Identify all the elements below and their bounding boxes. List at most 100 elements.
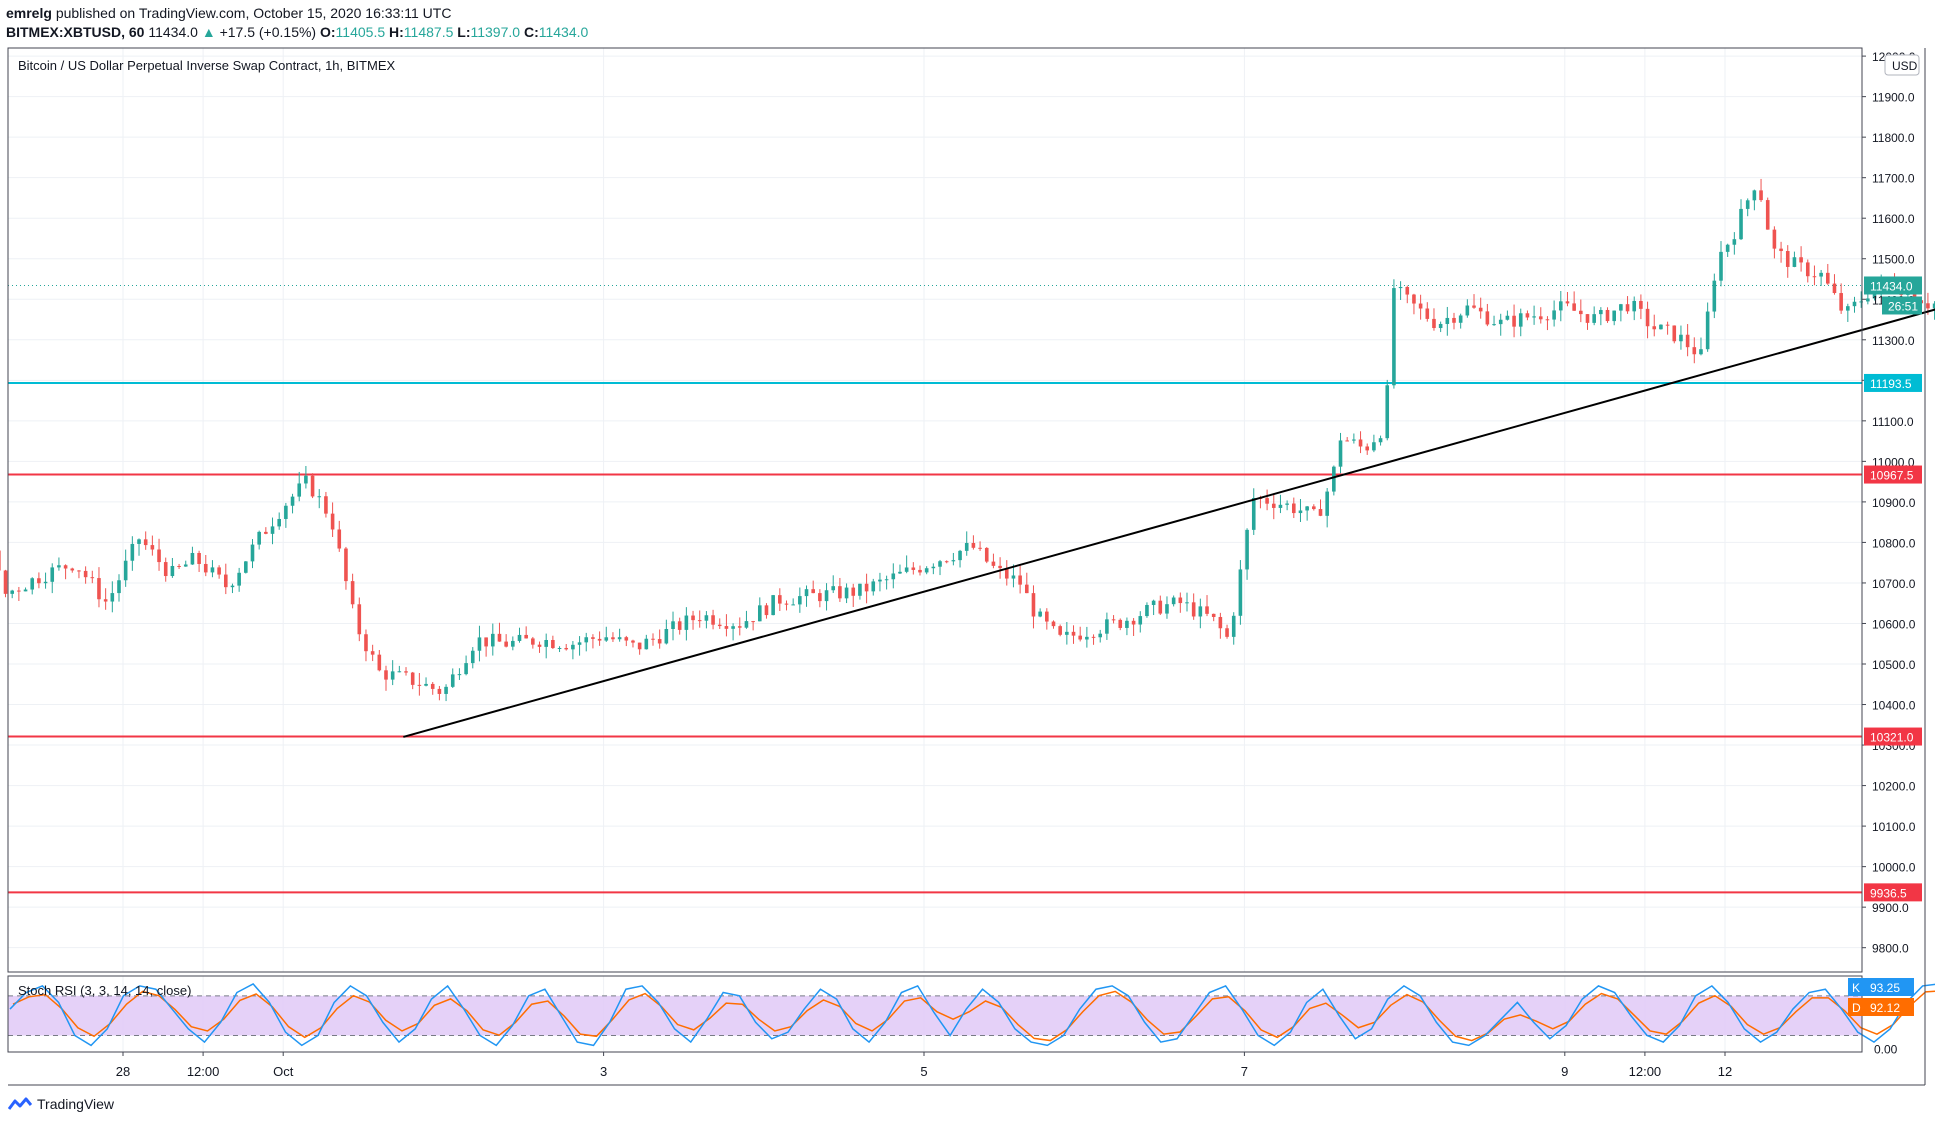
candle-body: [1452, 317, 1456, 323]
close-value: 11434.0: [538, 24, 589, 40]
candle-body: [384, 670, 388, 680]
candle-body: [911, 567, 916, 570]
candle-body: [504, 641, 508, 647]
y-tick-label: 10500.0: [1872, 658, 1916, 672]
candle-body: [1538, 316, 1543, 320]
publisher-username[interactable]: emrelg: [6, 5, 52, 21]
candle-body: [344, 548, 348, 582]
candle-body: [938, 561, 942, 567]
candle-body: [270, 526, 275, 534]
candle-body: [63, 565, 68, 569]
candle-body: [1805, 262, 1810, 277]
candle-body: [437, 688, 442, 694]
y-tick-label: 10400.0: [1872, 699, 1916, 713]
candle-body: [1505, 315, 1510, 320]
y-tick-label: 10900.0: [1872, 496, 1916, 510]
candle-body: [1271, 503, 1276, 508]
open-value: 11405.5: [335, 24, 386, 40]
last-price-tag: 11434.0: [1870, 279, 1913, 293]
candle-body: [1085, 636, 1089, 640]
candle-body: [1298, 510, 1303, 514]
candle-body: [50, 567, 55, 582]
stoch-value-tag: 93.25: [1870, 981, 1900, 995]
candle-body: [1932, 303, 1935, 309]
candle-body: [791, 604, 795, 606]
close-label: C:: [523, 24, 539, 40]
candle-body: [103, 599, 108, 602]
candle-body: [417, 684, 422, 686]
candle-body: [717, 624, 722, 627]
candle-body: [1218, 616, 1223, 629]
candle-body: [818, 593, 822, 602]
candle-body: [1926, 303, 1930, 309]
candle-body: [410, 672, 415, 685]
candle-body: [1465, 305, 1470, 316]
candle-body: [1238, 569, 1243, 616]
candle-body: [90, 577, 95, 579]
candle-body: [1405, 287, 1410, 295]
candle-body: [737, 626, 742, 628]
candle-body: [1438, 323, 1443, 329]
candle-body: [1665, 324, 1670, 326]
candle-body: [190, 552, 195, 565]
candle-body: [137, 539, 141, 544]
candle-body: [1825, 272, 1830, 284]
up-arrow-icon: ▲: [201, 24, 216, 40]
candle-body: [43, 581, 48, 584]
stoch-k-line: [9, 982, 1935, 1047]
candle-body: [1565, 301, 1570, 304]
candle-body: [1011, 575, 1016, 579]
low-label: L:: [457, 24, 471, 40]
candle-body: [1632, 300, 1637, 312]
main-pane-border: [7, 47, 1863, 973]
candle-body: [1118, 619, 1123, 628]
candle-body: [1278, 504, 1283, 508]
candle-body: [924, 568, 929, 573]
candle-body: [364, 634, 368, 652]
candle-body: [1639, 300, 1643, 309]
candle-body: [731, 626, 735, 629]
last-price-header: 11434.0: [148, 24, 198, 40]
candle-body: [1472, 305, 1476, 308]
candle-body: [1045, 611, 1049, 622]
candle-body: [784, 603, 789, 605]
candle-body: [577, 642, 582, 645]
candle-body: [1385, 385, 1390, 439]
candle-body: [1699, 349, 1703, 355]
stoch-rsi-title: Stoch RSI (3, 3, 14, 14, close): [18, 983, 191, 998]
price-axis[interactable]: 12000.011900.011800.011700.011600.011500…: [1862, 50, 1920, 1057]
candle-body: [884, 579, 889, 581]
candle-body: [878, 579, 882, 582]
x-tick-label: 3: [600, 1064, 607, 1079]
candle-body: [1111, 619, 1116, 621]
candle-body: [484, 637, 488, 647]
candle-body: [1498, 319, 1503, 325]
y-tick-label: 11600.0: [1872, 212, 1915, 226]
candle-body: [290, 496, 295, 506]
x-tick-label: 7: [1241, 1064, 1248, 1079]
trendlines[interactable]: [0, 129, 1935, 738]
candle-body: [1191, 602, 1196, 617]
candle-body: [1131, 620, 1136, 625]
candle-body: [597, 638, 602, 641]
candle-body: [964, 542, 969, 551]
y-tick-label: 11800.0: [1872, 131, 1915, 145]
candle-body: [664, 628, 669, 644]
stoch-rsi-lines: [9, 982, 1935, 1047]
candle-body: [1652, 326, 1657, 330]
candle-body: [1211, 613, 1216, 617]
symbol-label: BITMEX:XBTUSD, 60: [6, 24, 145, 40]
candle-body: [464, 663, 468, 675]
candle-body: [1231, 615, 1236, 637]
candle-body: [1645, 308, 1650, 327]
candle-body: [1659, 324, 1663, 330]
stoch-rsi-bands: [8, 995, 1862, 1036]
candle-body: [1291, 503, 1296, 514]
horizontal-levels[interactable]: [8, 284, 1862, 894]
candle-body: [357, 604, 362, 635]
tradingview-logo[interactable]: TradingView: [8, 1096, 114, 1112]
candle-body: [1151, 600, 1156, 605]
candle-body: [1245, 529, 1249, 570]
